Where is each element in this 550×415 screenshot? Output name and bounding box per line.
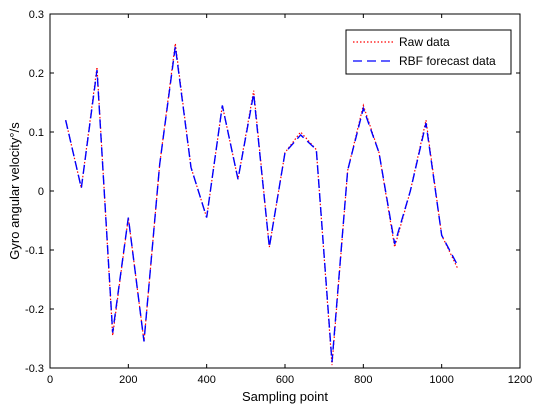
x-axis-ticks: 0 200 400 600 800 1000 1200 <box>47 14 532 386</box>
y-tick-label: 0 <box>38 186 44 198</box>
y-tick-label: 0.1 <box>29 127 44 139</box>
y-tick-label: -0.1 <box>25 245 44 257</box>
x-tick-label: 1000 <box>429 374 453 386</box>
x-tick-label: 0 <box>47 374 53 386</box>
y-tick-label: 0.3 <box>29 9 44 21</box>
x-tick-label: 400 <box>197 374 215 386</box>
series-line-rbf-forecast-data <box>64 46 458 363</box>
x-tick-label: 1200 <box>508 374 532 386</box>
x-tick-label: 800 <box>354 374 372 386</box>
y-axis-ticks: -0.3 -0.2 -0.1 0 0.1 0.2 0.3 <box>25 9 520 375</box>
legend-label-raw-data: Raw data <box>399 35 450 49</box>
y-axis-label: Gyro angular velocity°/s <box>7 122 22 260</box>
legend: Raw data RBF forecast data <box>345 29 512 75</box>
y-tick-label: -0.2 <box>25 304 44 316</box>
y-tick-label: -0.3 <box>25 363 44 375</box>
legend-label-rbf-forecast-data: RBF forecast data <box>399 54 496 68</box>
y-tick-label: 0.2 <box>29 68 44 80</box>
x-tick-label: 200 <box>119 374 137 386</box>
x-axis-label: Sampling point <box>242 389 328 404</box>
x-tick-label: 600 <box>276 374 294 386</box>
legend-box <box>345 29 512 75</box>
series-layer <box>64 43 458 366</box>
